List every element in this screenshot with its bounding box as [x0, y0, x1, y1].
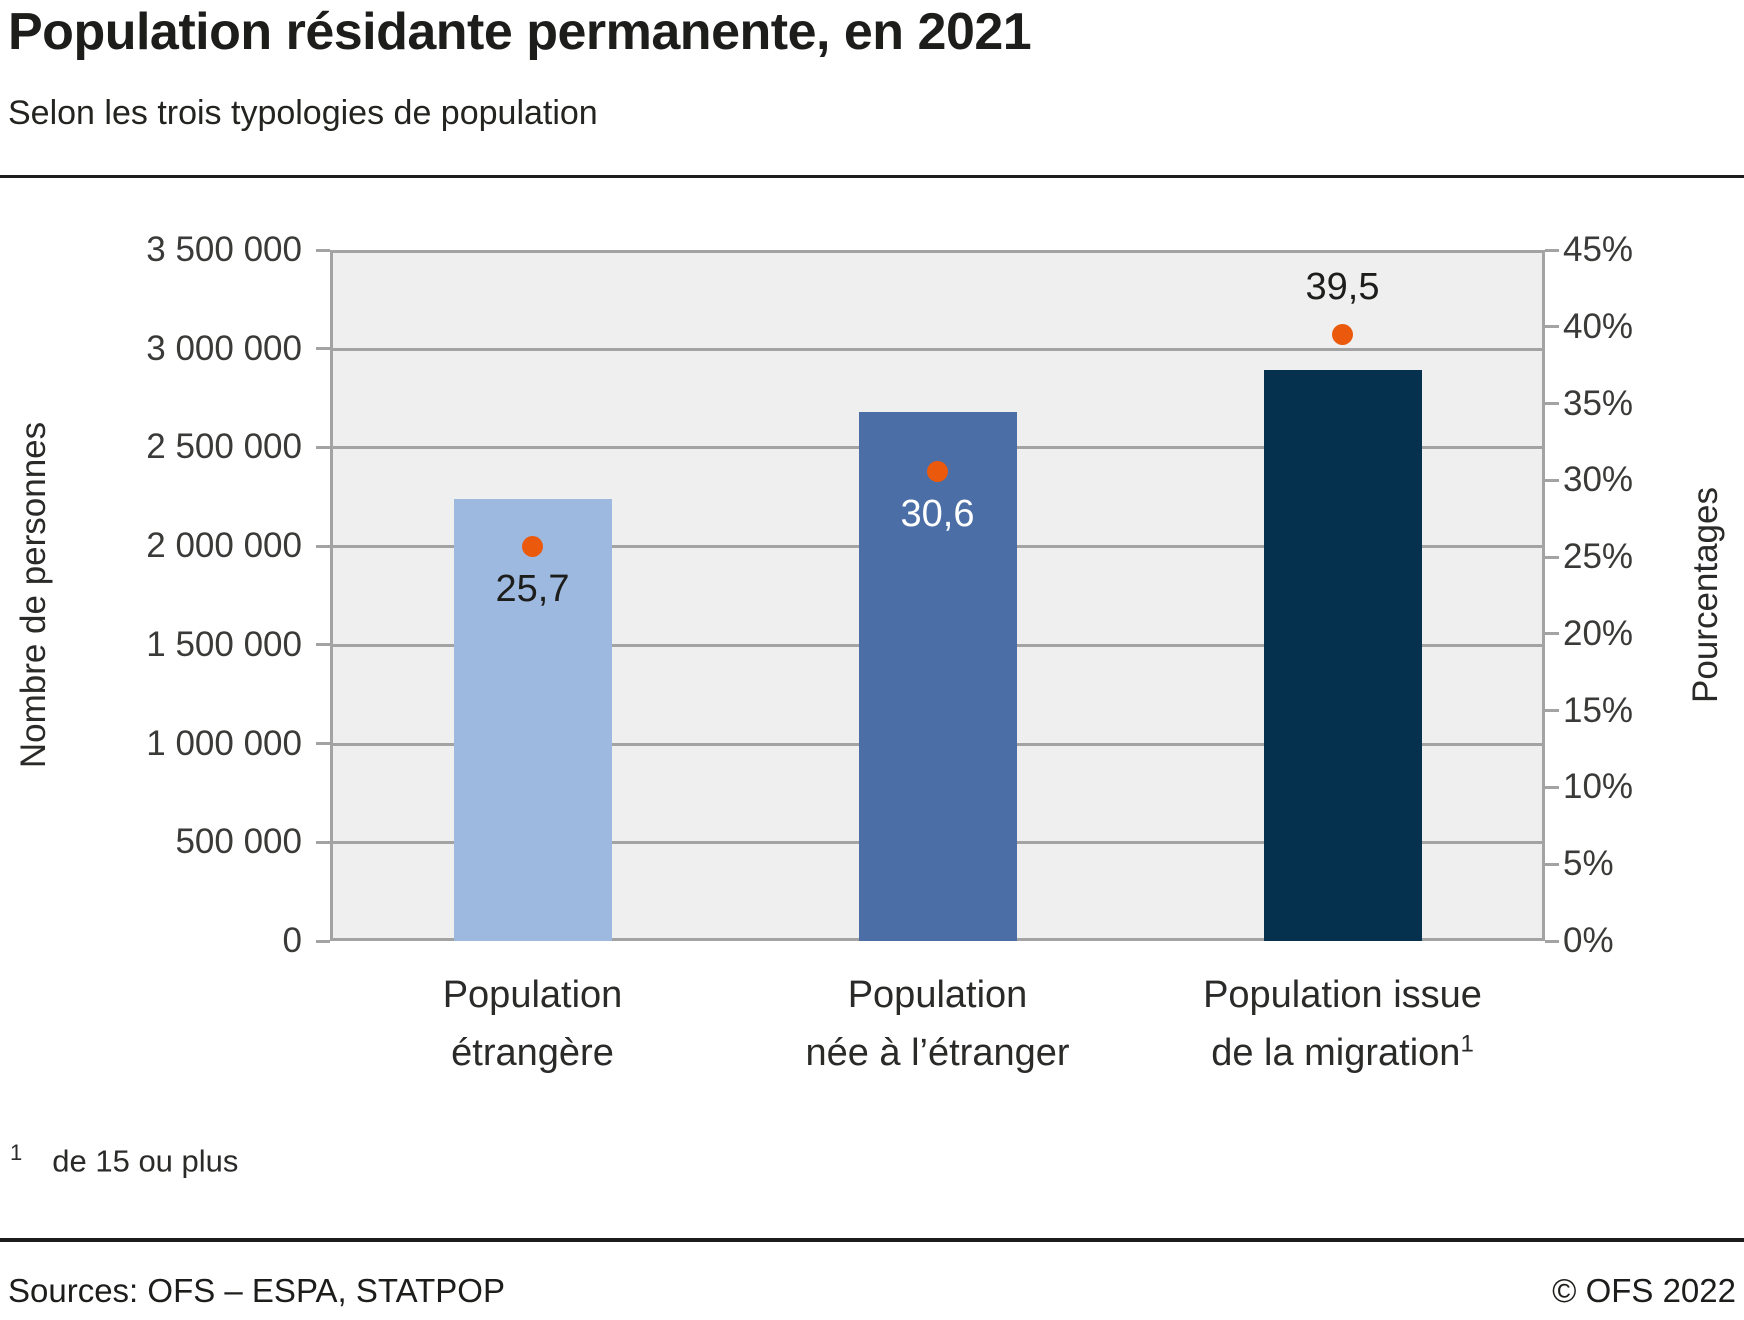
left-axis-tick-label: 1 000 000 — [146, 723, 302, 763]
right-axis-tick — [1545, 402, 1559, 406]
sources-text: Sources: OFS – ESPA, STATPOP — [8, 1272, 505, 1309]
category-label-line2: née à l’étranger — [805, 1032, 1070, 1074]
category-label-line2: étrangère — [451, 1032, 614, 1074]
right-axis-title: Pourcentages — [1686, 487, 1725, 703]
right-axis-tick-label: 10% — [1563, 767, 1634, 807]
footnote-marker: 1 — [10, 1140, 23, 1165]
category-footnote-marker: 1 — [1460, 1030, 1474, 1058]
right-axis-tick — [1545, 478, 1559, 482]
footer: Sources: OFS – ESPA, STATPOP © OFS 2022 — [8, 1272, 1736, 1310]
left-axis-tick-label: 500 000 — [175, 822, 302, 862]
footnote-text: de 15 ou plus — [52, 1143, 239, 1179]
left-axis-title: Nombre de personnes — [14, 421, 53, 769]
right-axis-tick-label: 30% — [1563, 460, 1634, 500]
left-axis-tick — [316, 643, 330, 647]
category-label-line1: Population — [847, 974, 1028, 1016]
bar — [858, 411, 1017, 941]
category-label-line2: de la migration1 — [1211, 1030, 1474, 1074]
page-subtitle: Selon les trois typologies de population — [8, 94, 598, 132]
category-label: Population étrangère — [313, 966, 753, 1082]
gridline — [330, 250, 1545, 253]
left-axis-tick-label: 2 000 000 — [146, 526, 302, 566]
copyright-text: © OFS 2022 — [1552, 1272, 1736, 1309]
right-axis-tick-label: 15% — [1563, 690, 1634, 730]
value-label: 30,6 — [900, 493, 975, 536]
category-label: Population née à l’étranger — [718, 966, 1158, 1082]
right-axis-tick-label: 20% — [1563, 613, 1634, 653]
right-axis-tick — [1545, 325, 1559, 329]
right-axis-tick — [1545, 862, 1559, 866]
category-label-line1: Population issue — [1203, 974, 1482, 1016]
left-axis-tick — [316, 939, 330, 943]
right-axis-tick-label: 25% — [1563, 537, 1634, 577]
percent-dot — [1332, 323, 1353, 345]
page-title: Population résidante permanente, en 2021 — [8, 3, 1032, 61]
gridline — [330, 348, 1545, 351]
left-axis-line — [330, 250, 333, 941]
bar — [1263, 370, 1422, 941]
header-divider — [0, 175, 1744, 178]
right-axis-tick — [1545, 555, 1559, 559]
left-axis-tick — [316, 840, 330, 844]
right-axis-tick-label: 40% — [1563, 306, 1634, 346]
right-axis-tick — [1545, 248, 1559, 252]
footnote: 1 de 15 ou plus — [10, 1140, 238, 1179]
left-axis-tick-label: 1 500 000 — [146, 624, 302, 664]
right-axis-tick-label: 0% — [1563, 921, 1614, 960]
right-axis-tick-label: 5% — [1563, 844, 1614, 884]
percent-dot — [927, 460, 948, 482]
left-axis-tick-label: 2 500 000 — [146, 427, 302, 467]
left-axis-tick — [316, 544, 330, 548]
left-axis-tick — [316, 347, 330, 351]
right-axis-tick — [1545, 785, 1559, 789]
right-axis-tick — [1545, 709, 1559, 713]
bar — [453, 498, 612, 941]
right-axis-line — [1542, 250, 1545, 941]
left-axis-tick-label: 0 — [282, 921, 302, 960]
right-axis-tick-label: 45% — [1563, 230, 1634, 269]
category-label: Population issue de la migration1 — [1123, 966, 1563, 1082]
left-axis-tick — [316, 445, 330, 449]
value-label: 39,5 — [1305, 266, 1380, 309]
left-axis-tick — [316, 742, 330, 746]
right-axis-tick — [1545, 632, 1559, 636]
right-axis-tick — [1545, 939, 1559, 943]
left-axis-tick — [316, 248, 330, 252]
right-axis-tick-label: 35% — [1563, 383, 1634, 423]
category-label-line1: Population — [442, 974, 623, 1016]
left-axis-tick-label: 3 500 000 — [146, 230, 302, 269]
value-label: 25,7 — [495, 568, 570, 611]
left-axis-tick-label: 3 000 000 — [146, 328, 302, 368]
footer-divider — [0, 1238, 1744, 1242]
percent-dot — [522, 535, 543, 557]
